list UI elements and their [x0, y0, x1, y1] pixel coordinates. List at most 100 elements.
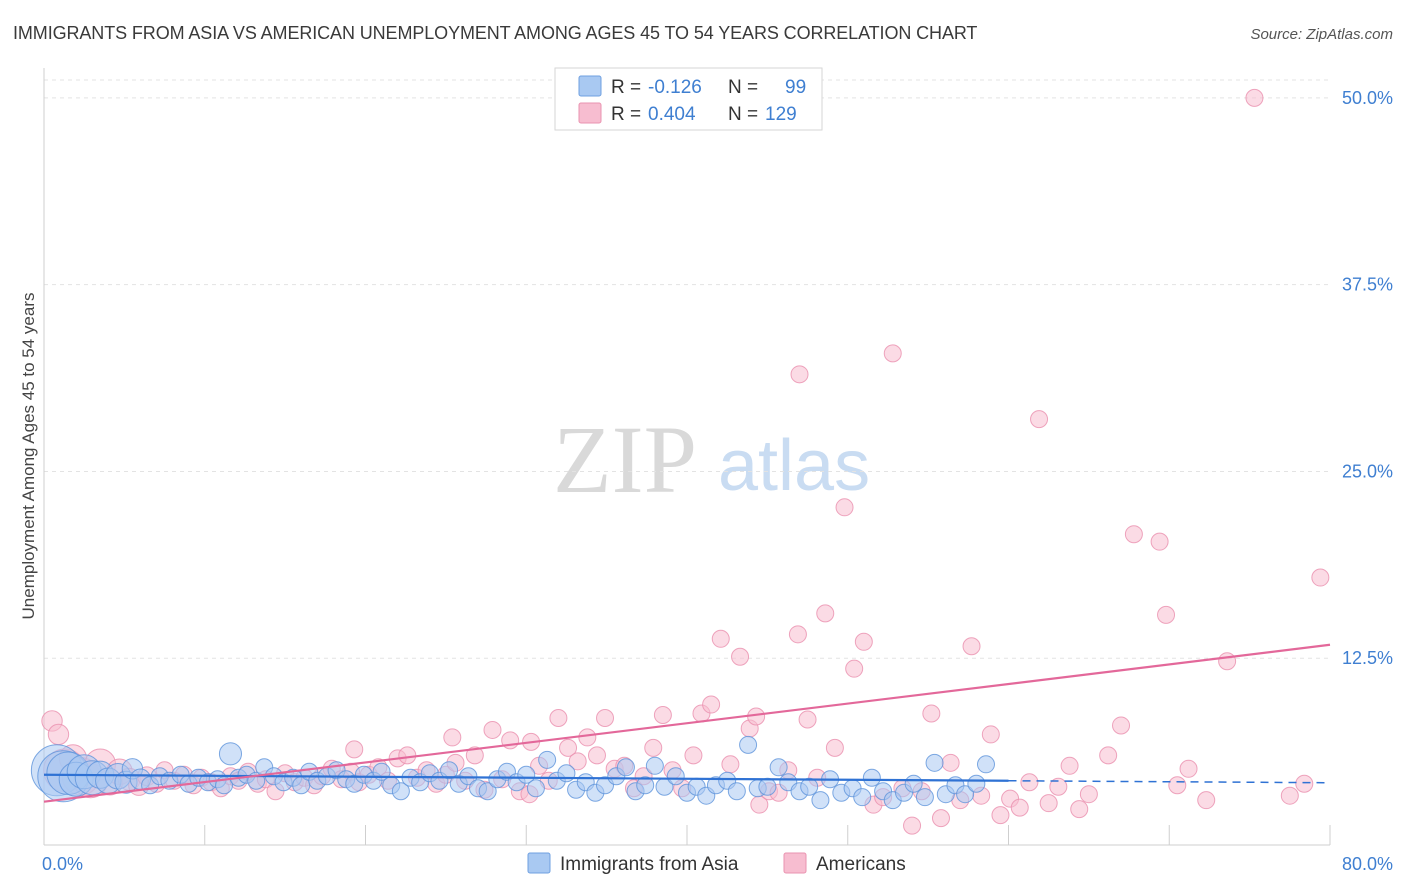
asia-point [976, 755, 995, 774]
y-tick-label-3: 50.0% [1342, 88, 1393, 108]
americans-point [788, 625, 807, 644]
asia-point [391, 782, 410, 801]
asia-point [925, 753, 944, 772]
americans-point [644, 738, 663, 757]
asia-point [666, 767, 685, 786]
asia-point [616, 758, 635, 777]
asia-point [904, 774, 923, 793]
asia-point [862, 768, 881, 787]
y-axis-label: Unemployment Among Ages 45 to 54 years [19, 293, 38, 620]
americans-point [798, 710, 817, 729]
americans-point [653, 706, 672, 725]
americans-point [816, 604, 835, 623]
americans-point [922, 704, 941, 723]
americans-point [1280, 786, 1299, 805]
americans-point [981, 725, 1000, 744]
americans-point [1039, 794, 1058, 813]
asia-point [739, 735, 758, 754]
y-axis-tick-labels: 12.5% 25.0% 37.5% 50.0% [1342, 88, 1393, 668]
legend-r-label-americans: R = [611, 104, 641, 125]
americans-point [1197, 791, 1216, 810]
asia-point [727, 782, 746, 801]
americans-point [1311, 568, 1330, 587]
legend-r-label-asia: R = [611, 77, 641, 98]
americans-point [835, 498, 854, 517]
americans-point [883, 344, 902, 363]
asia-point [517, 765, 536, 784]
americans-point [1112, 716, 1131, 735]
americans-point [1020, 773, 1039, 792]
bottom-legend-label-asia[interactable]: Immigrants from Asia [560, 854, 739, 875]
watermark-zip: ZIP [553, 406, 697, 513]
americans-point [578, 728, 597, 747]
americans-point [845, 659, 864, 678]
americans-point [483, 720, 502, 739]
asia-point [967, 774, 986, 793]
series-asia-points [30, 735, 995, 810]
americans-point [1295, 774, 1314, 793]
bottom-legend-swatch-asia[interactable] [527, 852, 551, 874]
americans-point [568, 752, 587, 771]
americans-point [345, 740, 364, 759]
americans-point [1124, 525, 1143, 544]
americans-point [398, 746, 417, 765]
correlation-legend: R = -0.126 N = 99 R = 0.404 N = 129 [554, 67, 823, 131]
watermark-atlas: atlas [718, 426, 870, 506]
americans-point [1049, 777, 1068, 796]
legend-swatch-americans [578, 102, 602, 124]
americans-point [1218, 652, 1237, 671]
asia-point [526, 779, 545, 798]
legend-r-value-asia: -0.126 [648, 77, 702, 98]
legend-n-value-americans: 129 [765, 104, 797, 125]
asia-point [811, 791, 830, 810]
y-tick-label-1: 25.0% [1342, 461, 1393, 481]
asia-point [557, 764, 576, 783]
gridlines [44, 79, 1330, 659]
x-tick-label-min: 0.0% [42, 854, 83, 874]
americans-point [684, 746, 703, 765]
americans-point [854, 632, 873, 651]
americans-point [931, 809, 950, 828]
americans-point [1179, 759, 1198, 778]
bottom-legend-swatch-americans[interactable] [783, 852, 807, 874]
americans-point [549, 708, 568, 727]
americans-point [991, 806, 1010, 825]
asia-point [956, 785, 975, 804]
watermark: ZIP atlas [553, 406, 870, 513]
asia-point [218, 742, 243, 766]
x-tick-label-max: 80.0% [1342, 854, 1393, 874]
bottom-legend: Immigrants from Asia Americans [527, 852, 906, 875]
asia-point [636, 776, 655, 795]
asia-point [645, 756, 664, 775]
y-tick-label-2: 37.5% [1342, 275, 1393, 295]
y-tick-label-0: 12.5% [1342, 648, 1393, 668]
legend-r-value-americans: 0.404 [648, 104, 696, 125]
legend-n-value-asia: 99 [785, 77, 806, 98]
americans-point [903, 816, 922, 835]
trend-lines [43, 643, 1331, 803]
asia-point [800, 777, 819, 796]
americans-point [465, 746, 484, 765]
americans-point [1070, 800, 1089, 819]
americans-point [702, 695, 721, 714]
legend-n-label-americans: N = [728, 104, 758, 125]
bottom-legend-label-americans[interactable]: Americans [816, 854, 906, 875]
asia-point [853, 788, 872, 807]
asia-point [758, 777, 777, 796]
americans-point [443, 728, 462, 747]
americans-point [1030, 410, 1049, 429]
americans-point [587, 746, 606, 765]
asia-point [440, 761, 459, 780]
americans-point [1010, 798, 1029, 817]
americans-point [825, 738, 844, 757]
asia-point [915, 788, 934, 807]
americans-point [711, 629, 730, 648]
chart-source: Source: ZipAtlas.com [1250, 26, 1393, 43]
x-axis-ticks [43, 825, 1331, 845]
americans-point [1245, 88, 1264, 107]
americans-point [1099, 746, 1118, 765]
americans-point [47, 723, 70, 746]
americans-point [1157, 605, 1176, 624]
trend-line-asia-extension [1008, 779, 1331, 784]
